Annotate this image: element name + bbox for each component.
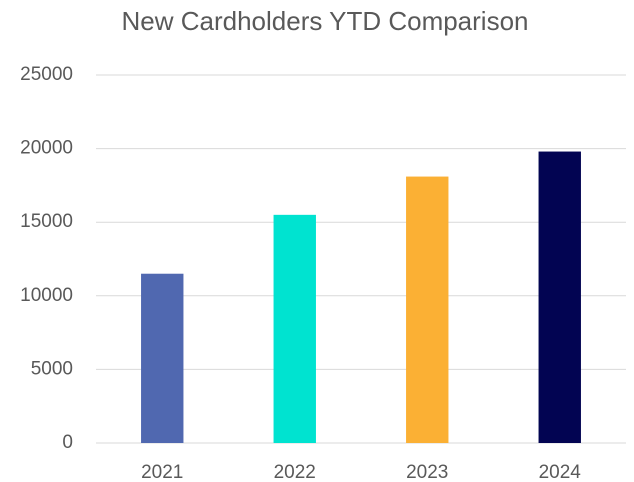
y-tick-label: 20000 (20, 138, 73, 159)
bar (406, 176, 449, 443)
x-tick-label: 2024 (539, 462, 582, 482)
x-tick-label: 2023 (406, 462, 448, 482)
y-tick-label: 15000 (20, 211, 73, 232)
bar (273, 214, 316, 443)
bar (538, 151, 581, 443)
bar (141, 273, 184, 443)
x-tick-label: 2022 (274, 462, 316, 482)
y-tick-label: 25000 (20, 64, 73, 85)
chart-title: New Cardholders YTD Comparison (121, 6, 528, 36)
y-tick-label: 0 (62, 432, 73, 453)
x-tick-label: 2021 (141, 462, 183, 482)
y-tick-label: 5000 (31, 358, 73, 379)
y-tick-label: 10000 (20, 285, 73, 306)
